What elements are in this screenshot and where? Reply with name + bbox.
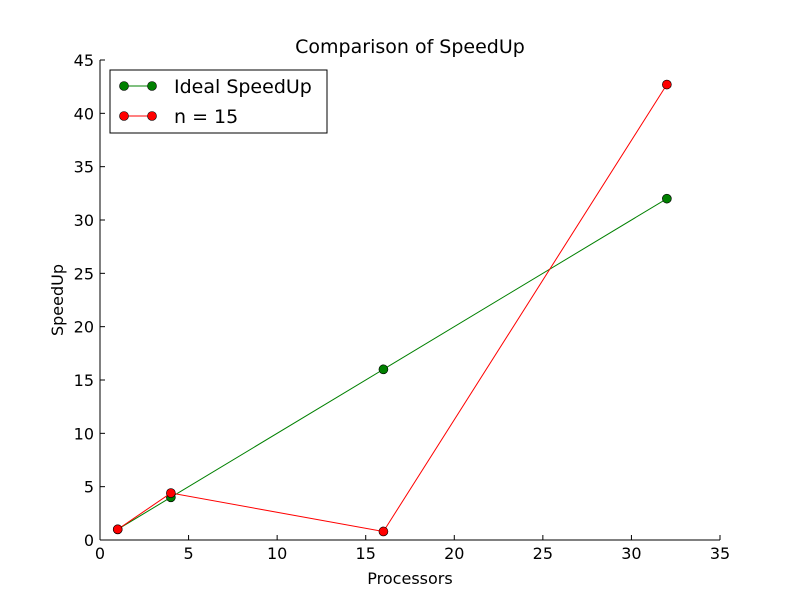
data-point-ideal (378, 364, 389, 375)
series-line-ideal (117, 198, 668, 530)
legend-marker-ideal-end (147, 81, 157, 91)
legend-marker-ideal-start (119, 81, 129, 91)
chart-title: Comparison of SpeedUp (295, 36, 525, 58)
y-tick-label: 5 (84, 478, 94, 497)
y-tick-label: 15 (74, 371, 94, 390)
legend-marker-n15-start (119, 111, 129, 121)
data-point-n15 (112, 524, 123, 535)
x-tick-label: 10 (267, 544, 287, 563)
x-tick-label: 5 (183, 544, 193, 563)
x-tick-label: 0 (95, 544, 105, 563)
y-ticks: 0 5 10 15 20 25 30 35 40 45 (74, 51, 105, 550)
x-axis-title: Processors (367, 569, 452, 588)
y-tick-label: 35 (74, 158, 94, 177)
y-tick-label: 0 (84, 531, 94, 550)
y-tick-label: 10 (74, 424, 94, 443)
series-layer (112, 79, 672, 537)
legend-marker-n15-end (147, 111, 157, 121)
x-ticks: 0 5 10 15 20 25 30 35 (95, 535, 730, 563)
data-point-n15 (378, 526, 389, 537)
y-tick-label: 20 (74, 318, 94, 337)
plot-frame (99, 60, 720, 541)
data-point-n15 (662, 79, 672, 90)
legend: Ideal SpeedUp n = 15 (109, 69, 328, 134)
y-axis-title: SpeedUp (48, 264, 67, 336)
x-tick-label: 15 (356, 544, 376, 563)
y-tick-label: 30 (74, 211, 94, 230)
x-tick-label: 30 (621, 544, 641, 563)
data-point-n15 (166, 488, 176, 498)
legend-label-n15: n = 15 (174, 106, 238, 128)
series-line-n15 (117, 84, 668, 533)
legend-label-ideal: Ideal SpeedUp (174, 76, 312, 98)
y-tick-label: 45 (74, 51, 94, 70)
legend-box (109, 69, 328, 134)
y-tick-label: 25 (74, 264, 94, 283)
data-point-ideal (662, 193, 672, 204)
y-tick-label: 40 (74, 104, 94, 123)
x-tick-label: 35 (710, 544, 730, 563)
x-tick-label: 25 (533, 544, 553, 563)
x-tick-label: 20 (444, 544, 464, 563)
